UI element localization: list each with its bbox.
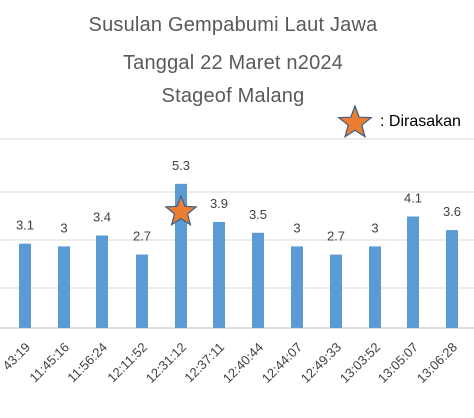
x-tick-label: 12:37:11 xyxy=(181,340,227,386)
data-label: 4.1 xyxy=(404,190,422,205)
felt-star-marker xyxy=(164,194,198,227)
chart-title-line-3: Stageof Malang xyxy=(161,85,305,107)
x-tick-label: 13:05:07 xyxy=(375,340,421,386)
bar xyxy=(291,246,303,328)
bar xyxy=(175,183,187,328)
bar xyxy=(369,246,381,328)
data-label: 3 xyxy=(60,220,67,235)
x-tick-label: 13:06:28 xyxy=(414,340,460,386)
data-label: 2.7 xyxy=(327,229,345,244)
data-label: 3.4 xyxy=(93,210,111,225)
bar xyxy=(19,243,31,328)
bar xyxy=(58,246,70,328)
x-tick-label: 11:56:24 xyxy=(64,340,110,386)
bar xyxy=(407,216,419,328)
data-label: 5.3 xyxy=(172,158,190,173)
x-tick-label: 43:19 xyxy=(0,340,33,374)
data-label: 2.7 xyxy=(133,229,151,244)
bar xyxy=(330,254,342,328)
bar xyxy=(213,221,225,328)
x-tick-label: 12:40:44 xyxy=(220,340,266,386)
data-label: 3.5 xyxy=(249,207,267,222)
x-tick-label: 13:0 xyxy=(471,340,474,369)
data-label: 3.6 xyxy=(443,204,461,219)
star-icon xyxy=(337,104,373,139)
data-label: 3.9 xyxy=(210,196,228,211)
x-tick-label: 12:11:52 xyxy=(104,340,150,386)
bar xyxy=(136,254,148,328)
bar xyxy=(96,235,108,328)
legend-label: : Dirasakan xyxy=(380,113,461,130)
chart-title-line-1: Susulan Gempabumi Laut Jawa xyxy=(88,14,378,36)
x-tick-label: 11:45:16 xyxy=(26,340,72,386)
bar xyxy=(446,230,458,328)
data-label: 3.1 xyxy=(16,218,34,233)
bar xyxy=(252,232,264,328)
x-tick-label: 13:03:52 xyxy=(337,340,383,386)
data-label: 3 xyxy=(293,220,300,235)
x-tick-label: 12:49:33 xyxy=(298,340,344,386)
chart-title-line-2: Tanggal 22 Maret n2024 xyxy=(122,52,344,74)
x-tick-label: 12:44:07 xyxy=(259,340,305,386)
x-tick-label: 12:31:12 xyxy=(143,340,189,386)
data-label: 3 xyxy=(371,220,378,235)
legend: : Dirasakan xyxy=(336,104,461,140)
